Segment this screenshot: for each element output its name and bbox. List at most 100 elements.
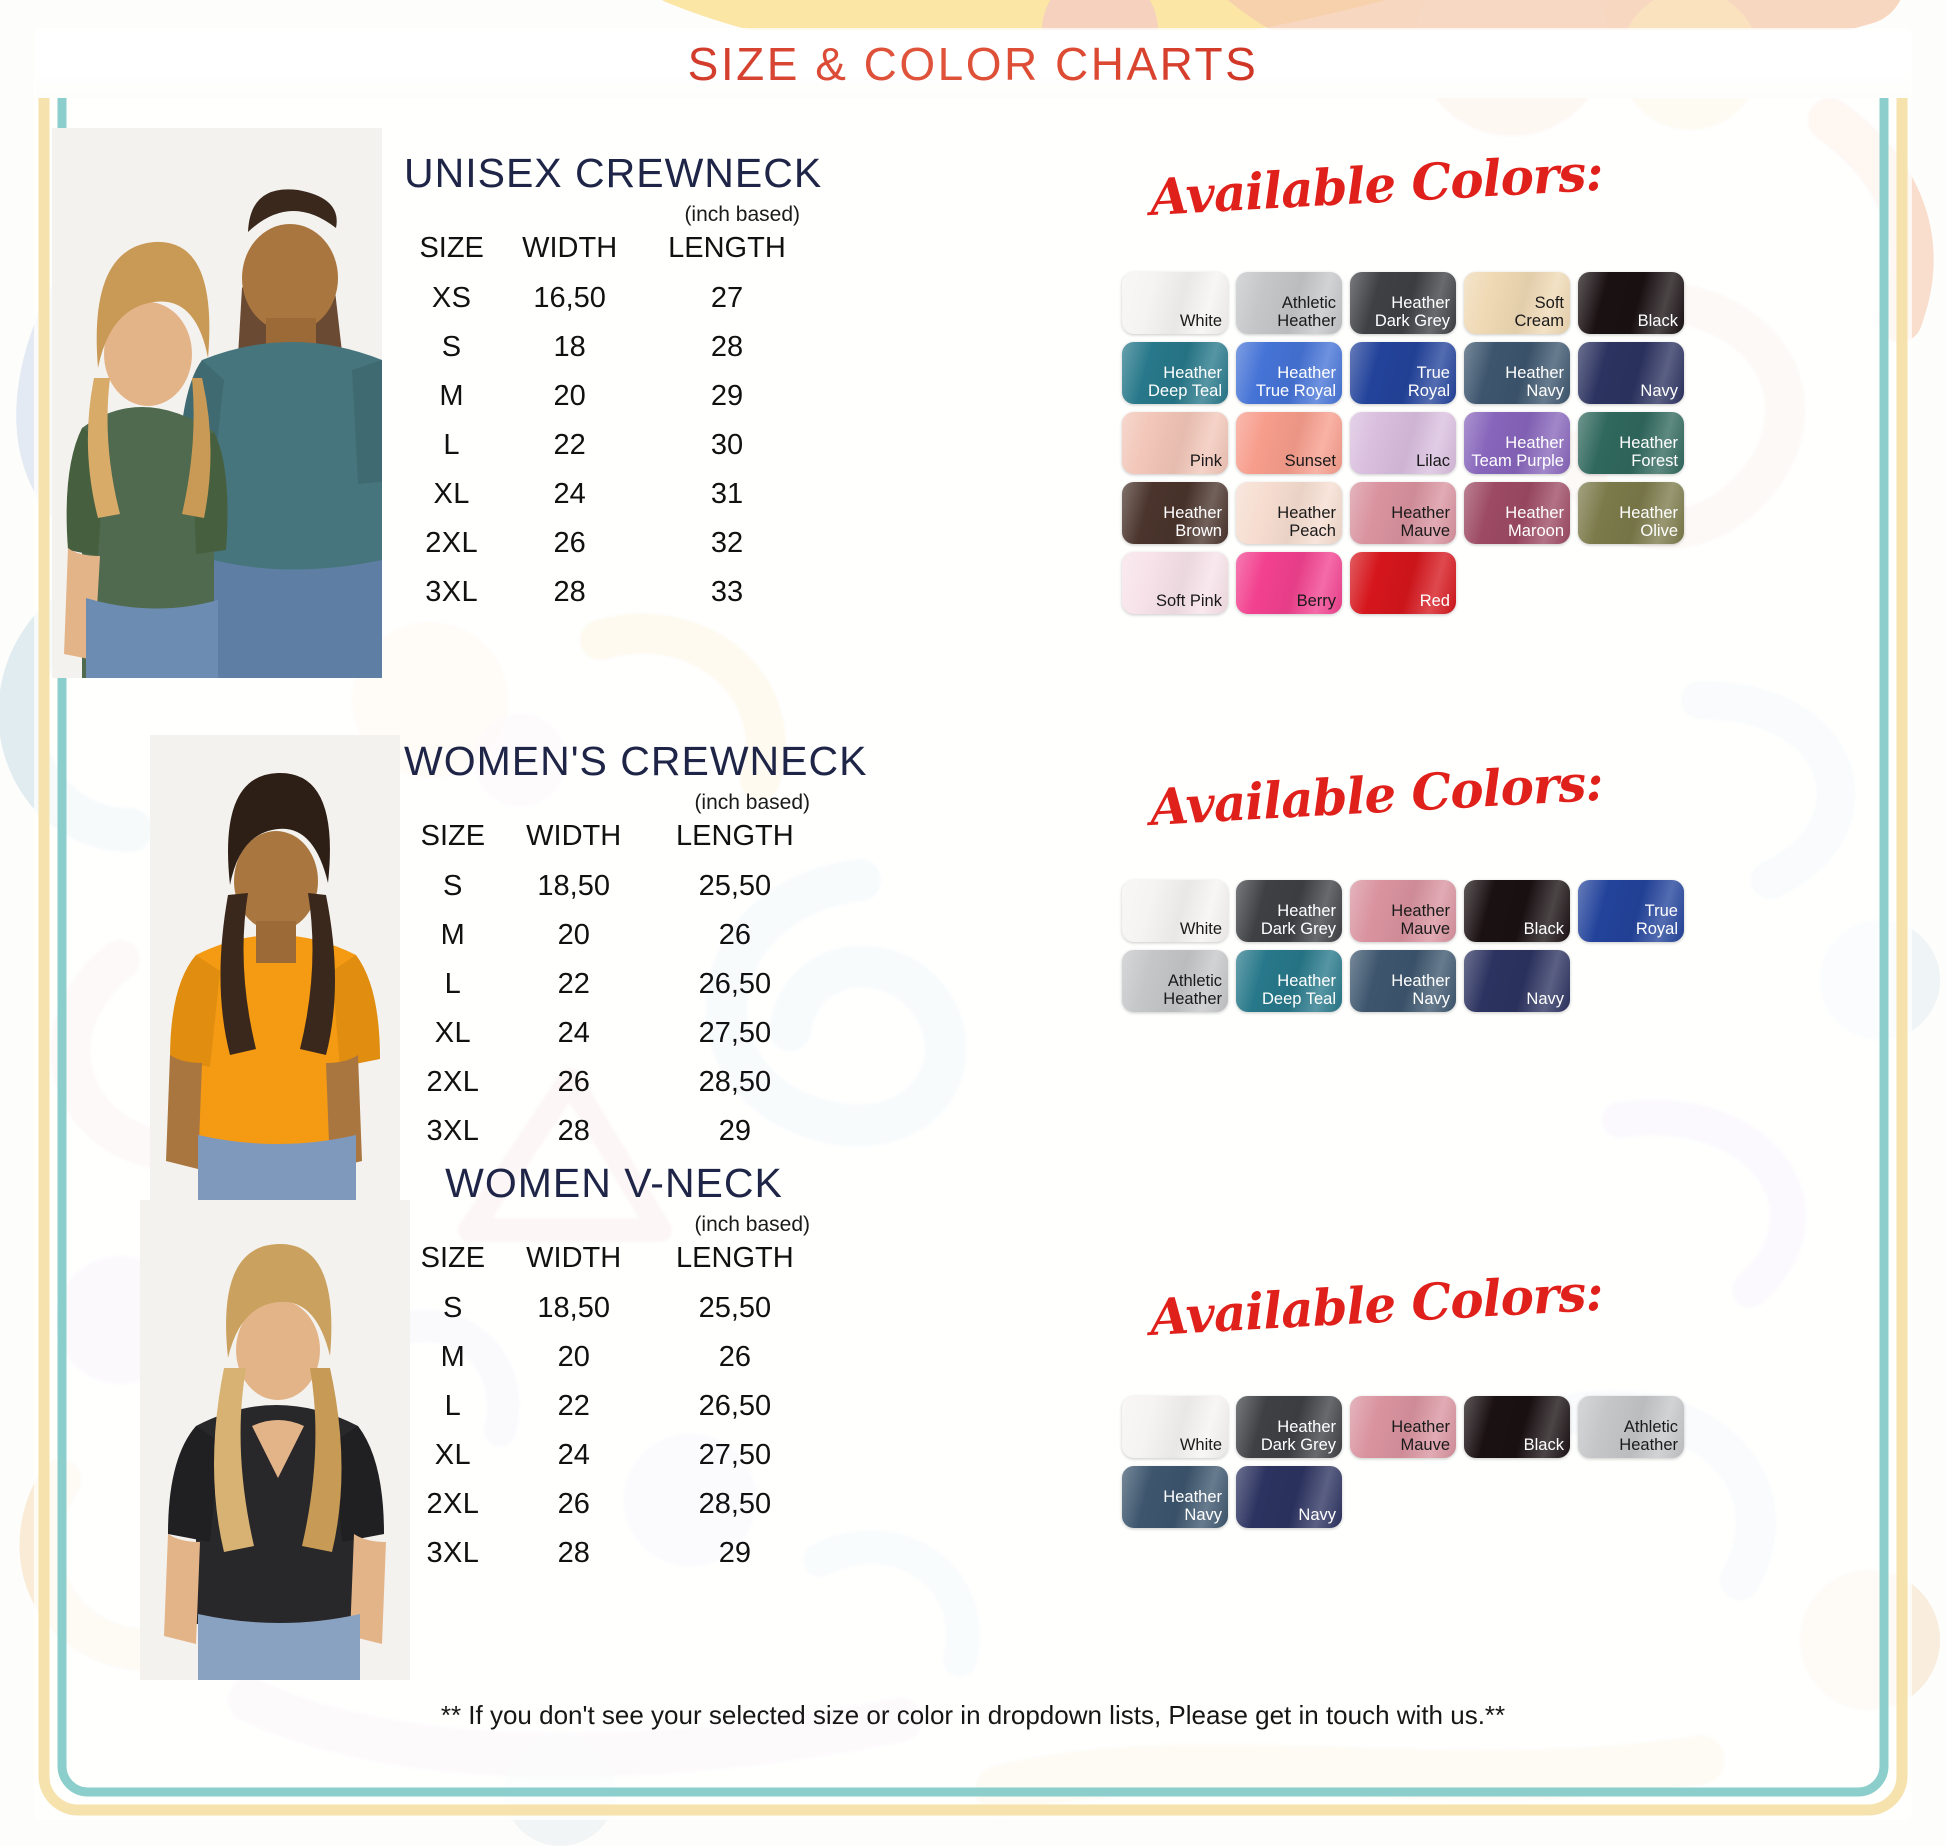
color-swatch[interactable]: Heather Dark Grey bbox=[1350, 272, 1456, 334]
cell-size: L bbox=[444, 1390, 462, 1422]
col-size: SIZE bbox=[420, 820, 486, 852]
cell-length: 30 bbox=[710, 429, 744, 461]
swatch-sheen bbox=[1122, 880, 1228, 942]
color-swatch[interactable]: White bbox=[1122, 272, 1228, 334]
cell-length: 28,50 bbox=[698, 1066, 772, 1098]
color-swatch[interactable]: White bbox=[1122, 1396, 1228, 1458]
unisex-colors-heading-wrap: Available Colors: bbox=[1148, 143, 1604, 227]
swatch-sheen bbox=[1236, 950, 1342, 1012]
cell-length: 26 bbox=[718, 1341, 751, 1373]
color-swatch[interactable]: True Royal bbox=[1350, 342, 1456, 404]
color-swatch-label: Lilac bbox=[1416, 451, 1450, 470]
swatch-sheen bbox=[1464, 950, 1570, 1012]
color-swatch[interactable]: Heather Dark Grey bbox=[1236, 1396, 1342, 1458]
color-swatch[interactable]: True Royal bbox=[1578, 880, 1684, 942]
color-swatch[interactable]: Black bbox=[1578, 272, 1684, 334]
color-swatch[interactable]: Soft Pink bbox=[1122, 552, 1228, 614]
swatch-sheen bbox=[1350, 1396, 1456, 1458]
color-swatch[interactable]: Black bbox=[1464, 1396, 1570, 1458]
color-swatch[interactable]: Heather Deep Teal bbox=[1236, 950, 1342, 1012]
color-swatch[interactable]: Heather Navy bbox=[1350, 950, 1456, 1012]
table-row: 2XL 26 28,50 bbox=[404, 1480, 824, 1529]
color-swatch-label: Heather Brown bbox=[1163, 504, 1222, 540]
col-size: SIZE bbox=[419, 232, 484, 264]
cell-width: 22 bbox=[553, 429, 586, 461]
swatch-sheen bbox=[1350, 880, 1456, 942]
color-swatch[interactable]: Athletic Heather bbox=[1578, 1396, 1684, 1458]
color-swatch[interactable]: Heather Navy bbox=[1122, 1466, 1228, 1528]
table-row: S 18,50 25,50 bbox=[404, 862, 824, 911]
cell-width: 20 bbox=[557, 1341, 590, 1373]
table-row: XL 24 27,50 bbox=[404, 1431, 824, 1480]
cell-width: 20 bbox=[553, 380, 586, 412]
color-swatch-label: Soft Pink bbox=[1155, 591, 1222, 610]
color-swatch[interactable]: Navy bbox=[1236, 1466, 1342, 1528]
color-swatch[interactable]: Black bbox=[1464, 880, 1570, 942]
table-row: 3XL 28 29 bbox=[404, 1107, 824, 1156]
color-swatch-label: Heather Dark Grey bbox=[1374, 294, 1450, 330]
color-swatch-label: Soft Cream bbox=[1514, 294, 1564, 330]
color-swatch-label: White bbox=[1179, 1435, 1222, 1454]
color-swatch-label: White bbox=[1179, 311, 1222, 330]
swatch-sheen bbox=[1236, 880, 1342, 942]
color-swatch[interactable]: Heather Mauve bbox=[1350, 1396, 1456, 1458]
color-swatch[interactable]: Navy bbox=[1464, 950, 1570, 1012]
col-length: LENGTH bbox=[676, 820, 794, 852]
color-swatch-label: Navy bbox=[1526, 989, 1564, 1008]
color-swatch[interactable]: Heather Dark Grey bbox=[1236, 880, 1342, 942]
color-swatch[interactable]: Soft Cream bbox=[1464, 272, 1570, 334]
womens-crewneck-photo bbox=[150, 735, 400, 1205]
table-row: XL 24 27,50 bbox=[404, 1009, 824, 1058]
swatch-sheen bbox=[1122, 1396, 1228, 1458]
color-swatch[interactable]: Lilac bbox=[1350, 412, 1456, 474]
cell-length: 28,50 bbox=[698, 1488, 772, 1520]
color-swatch-label: Athletic Heather bbox=[1163, 972, 1222, 1008]
swatch-sheen bbox=[1236, 342, 1342, 404]
color-swatch[interactable]: Heather Olive bbox=[1578, 482, 1684, 544]
cell-width: 22 bbox=[557, 1390, 590, 1422]
table-header-row: SIZE WIDTH LENGTH bbox=[404, 229, 814, 274]
cell-length: 33 bbox=[710, 576, 744, 608]
v-neck-colors-heading-wrap: Available Colors: bbox=[1148, 1263, 1604, 1347]
color-swatch[interactable]: Sunset bbox=[1236, 412, 1342, 474]
color-swatch-label: Sunset bbox=[1284, 451, 1336, 470]
cell-size: 3XL bbox=[425, 576, 479, 608]
cell-width: 20 bbox=[557, 919, 590, 951]
col-width: WIDTH bbox=[526, 820, 622, 852]
color-swatch[interactable]: Red bbox=[1350, 552, 1456, 614]
color-swatch[interactable]: Heather Forest bbox=[1578, 412, 1684, 474]
color-swatch[interactable]: Athletic Heather bbox=[1122, 950, 1228, 1012]
color-swatch[interactable]: Navy bbox=[1578, 342, 1684, 404]
color-swatch[interactable]: White bbox=[1122, 880, 1228, 942]
color-swatch-label: Black bbox=[1523, 919, 1564, 938]
cell-width: 18,50 bbox=[537, 870, 610, 902]
cell-length: 28 bbox=[710, 331, 744, 363]
color-swatch[interactable]: Heather True Royal bbox=[1236, 342, 1342, 404]
table-row: M 20 26 bbox=[404, 1333, 824, 1382]
color-swatch[interactable]: Heather Team Purple bbox=[1464, 412, 1570, 474]
swatch-sheen bbox=[1122, 482, 1228, 544]
color-swatch-label: Heather Dark Grey bbox=[1260, 1418, 1336, 1454]
cell-size: 2XL bbox=[425, 527, 479, 559]
table-header-row: SIZE WIDTH LENGTH bbox=[404, 817, 824, 862]
swatch-sheen bbox=[1464, 272, 1570, 334]
color-swatch[interactable]: Heather Navy bbox=[1464, 342, 1570, 404]
cell-width: 28 bbox=[553, 576, 586, 608]
women-v-neck-inch-note: (inch based) bbox=[694, 1213, 810, 1236]
cell-size: M bbox=[440, 1341, 466, 1373]
color-swatch[interactable]: Heather Brown bbox=[1122, 482, 1228, 544]
color-swatch[interactable]: Pink bbox=[1122, 412, 1228, 474]
color-swatch[interactable]: Heather Mauve bbox=[1350, 880, 1456, 942]
color-swatch[interactable]: Heather Deep Teal bbox=[1122, 342, 1228, 404]
cell-length: 27,50 bbox=[698, 1439, 772, 1471]
cell-width: 28 bbox=[557, 1115, 590, 1147]
color-swatch[interactable]: Heather Maroon bbox=[1464, 482, 1570, 544]
color-swatch-label: True Royal bbox=[1407, 364, 1450, 400]
cell-length: 27,50 bbox=[698, 1017, 772, 1049]
color-swatch[interactable]: Athletic Heather bbox=[1236, 272, 1342, 334]
color-swatch[interactable]: Berry bbox=[1236, 552, 1342, 614]
color-swatch[interactable]: Heather Mauve bbox=[1350, 482, 1456, 544]
color-swatch-label: Athletic Heather bbox=[1277, 294, 1336, 330]
color-swatch[interactable]: Heather Peach bbox=[1236, 482, 1342, 544]
cell-length: 29 bbox=[718, 1537, 751, 1569]
